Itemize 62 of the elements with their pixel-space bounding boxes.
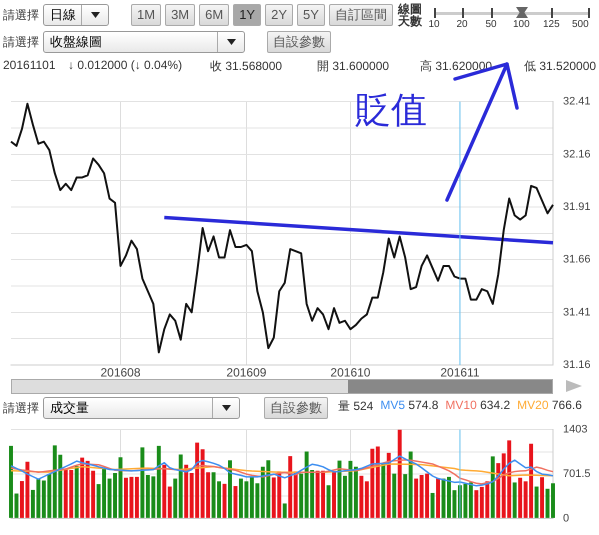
text: 2Y bbox=[265, 4, 293, 26]
x-tick-label: 201609 bbox=[226, 366, 267, 380]
text: MV5 bbox=[380, 398, 406, 412]
y-tick-label: 701.5 bbox=[563, 468, 591, 480]
bar bbox=[436, 478, 440, 518]
text: 50 bbox=[484, 19, 498, 30]
text: MV20 bbox=[517, 398, 549, 412]
text: 低 31.520000 bbox=[524, 58, 596, 75]
text: 6M bbox=[199, 4, 230, 26]
bar bbox=[222, 484, 226, 518]
text: MV10 bbox=[445, 398, 477, 412]
text: 開 31.600000 bbox=[317, 58, 390, 75]
y-tick-label: 31.66 bbox=[563, 254, 591, 266]
text: 線圖天數 bbox=[398, 2, 423, 28]
text: 量 524 bbox=[338, 398, 374, 415]
text: 100 bbox=[513, 19, 530, 30]
bar bbox=[332, 471, 336, 518]
text: 3M bbox=[165, 4, 196, 26]
text: 成交量 bbox=[49, 399, 90, 417]
y-tick-label: 1403 bbox=[563, 424, 588, 436]
x-tick-label: 201608 bbox=[100, 366, 141, 380]
text: 20161101 bbox=[3, 58, 56, 72]
text: 日線 bbox=[49, 6, 77, 24]
x-tick-label: 201611 bbox=[440, 366, 480, 380]
text: 634.2 bbox=[480, 398, 510, 412]
text: 5Y bbox=[297, 4, 325, 26]
text: 574.8 bbox=[408, 398, 438, 412]
text: 收 31.568000 bbox=[210, 58, 282, 75]
bar bbox=[512, 482, 517, 518]
text: 1Y bbox=[233, 4, 262, 26]
bar bbox=[381, 463, 386, 518]
bar bbox=[326, 485, 331, 518]
bar bbox=[398, 430, 402, 518]
bar bbox=[540, 477, 544, 518]
text: 自設參數 bbox=[267, 31, 331, 53]
text: 請選擇 bbox=[3, 34, 39, 50]
text: 自訂區間 bbox=[328, 4, 393, 26]
y-tick-label: 0 bbox=[563, 512, 570, 524]
text: ↓ 0.012000 (↓ 0.04%) bbox=[68, 58, 182, 72]
text: 125 bbox=[543, 19, 560, 30]
text: 10 bbox=[427, 19, 441, 30]
text: 請選擇 bbox=[3, 6, 39, 24]
x-tick-label: 201610 bbox=[330, 366, 371, 380]
y-tick-label: 32.16 bbox=[563, 148, 591, 160]
bar bbox=[430, 492, 435, 518]
y-tick-label: 31.91 bbox=[563, 200, 591, 213]
y-tick-label: 31.16 bbox=[563, 359, 591, 372]
text: 20 bbox=[455, 19, 469, 30]
bar bbox=[228, 460, 232, 518]
text: 高 31.620000 bbox=[420, 58, 492, 75]
bar bbox=[233, 486, 238, 518]
y-tick-label: 32.41 bbox=[563, 96, 591, 108]
text: 1M bbox=[131, 4, 162, 26]
bar bbox=[74, 466, 79, 518]
text: 請選擇 bbox=[3, 400, 39, 416]
text: 766.6 bbox=[552, 398, 582, 412]
text: 自設參數 bbox=[264, 397, 328, 419]
bar bbox=[534, 486, 539, 518]
y-tick-label: 31.41 bbox=[563, 306, 591, 318]
text: 收盤線圖 bbox=[49, 33, 103, 51]
annotation: 貶值 bbox=[355, 89, 427, 133]
text: 500 bbox=[572, 19, 589, 30]
